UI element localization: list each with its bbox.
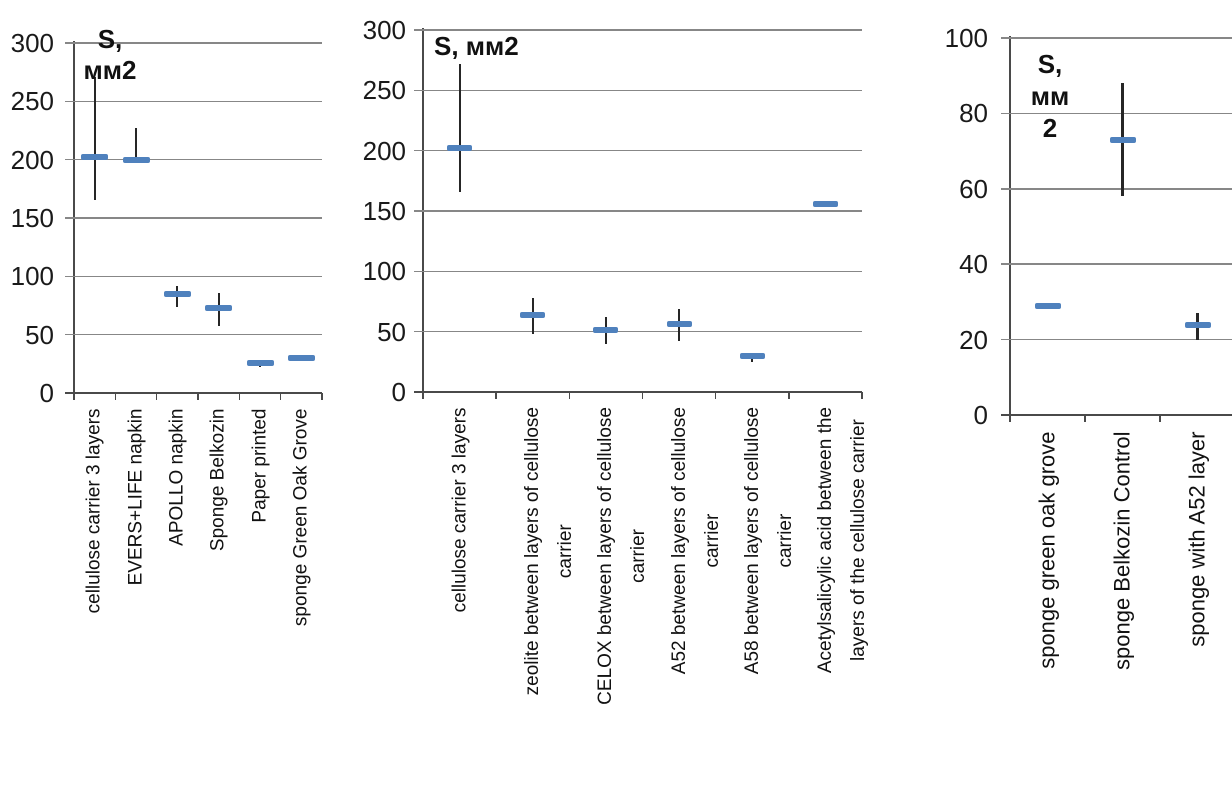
gridline — [414, 270, 862, 273]
y-tick-label: 100 — [10, 261, 54, 292]
gridline — [65, 158, 322, 161]
x-axis-tick — [568, 392, 571, 399]
x-axis-line — [1001, 414, 1232, 416]
x-axis-tick — [321, 393, 323, 400]
y-axis-line — [73, 41, 75, 400]
gridline — [1001, 263, 1232, 265]
chart-title: S, мм 2 — [1030, 49, 1070, 143]
y-tick-label: 0 — [39, 378, 54, 408]
data-marker — [1034, 302, 1061, 309]
category-label: sponge Belkozin Control — [1110, 431, 1136, 696]
y-tick-label: 20 — [959, 324, 988, 355]
y-tick-label: 100 — [362, 256, 406, 287]
y-tick-label: 250 — [362, 75, 406, 106]
gridline — [1001, 188, 1232, 190]
data-marker — [205, 304, 233, 311]
gridline — [65, 333, 322, 336]
x-axis-tick — [641, 392, 644, 399]
gridline — [1001, 338, 1232, 341]
category-label: sponge with A52 layer — [1185, 431, 1211, 696]
chart-title: S, мм2 — [83, 24, 137, 85]
error-bar — [93, 76, 96, 201]
y-tick-label: 300 — [10, 28, 54, 58]
y-tick-label: 250 — [10, 86, 54, 117]
x-axis-line — [65, 392, 322, 394]
x-axis-tick — [73, 393, 75, 400]
data-marker — [246, 359, 274, 366]
gridline — [1001, 37, 1232, 39]
y-tick-label: 50 — [377, 316, 406, 347]
x-axis-tick — [1009, 415, 1011, 422]
y-tick-label: 60 — [959, 173, 988, 204]
x-axis-tick — [155, 393, 158, 400]
category-label: sponge green oak grove — [1035, 431, 1061, 696]
data-marker — [520, 311, 546, 318]
data-marker — [593, 327, 619, 334]
data-marker — [287, 355, 315, 361]
gridline — [65, 275, 322, 278]
gridline — [65, 42, 322, 44]
y-tick-label: 0 — [391, 377, 406, 407]
gridline — [414, 89, 862, 92]
data-marker — [122, 156, 150, 163]
gridline — [414, 330, 862, 333]
x-axis-tick — [422, 392, 424, 399]
data-marker — [163, 290, 191, 297]
data-marker — [1184, 321, 1211, 328]
data-marker — [1109, 136, 1136, 143]
gridline — [414, 29, 862, 31]
error-bar — [458, 63, 461, 192]
y-tick-label: 150 — [10, 203, 54, 233]
error-bar — [135, 128, 137, 160]
y-tick-label: 80 — [959, 98, 988, 129]
x-axis-line — [414, 391, 862, 393]
x-axis-tick — [1159, 415, 1161, 422]
chart-title: S, мм2 — [434, 31, 519, 61]
y-tick-label: 40 — [959, 249, 988, 280]
x-axis-tick — [279, 393, 282, 400]
y-tick-label: 200 — [362, 135, 406, 166]
data-marker — [666, 321, 692, 328]
data-marker — [739, 352, 765, 359]
x-axis-tick — [788, 392, 790, 399]
data-marker — [447, 145, 473, 152]
y-axis-line — [1009, 36, 1011, 422]
x-axis-tick — [1084, 415, 1086, 422]
x-axis-tick — [861, 392, 863, 399]
y-axis-line — [422, 28, 424, 399]
gridline — [414, 149, 862, 152]
x-axis-tick — [238, 393, 241, 400]
gridline — [65, 100, 322, 103]
x-axis-tick — [714, 392, 717, 399]
y-tick-label: 100 — [944, 23, 988, 53]
y-tick-label: 0 — [973, 400, 988, 430]
gridline — [1001, 112, 1232, 115]
y-tick-label: 200 — [10, 144, 54, 175]
y-tick-label: 300 — [362, 15, 406, 45]
y-tick-label: 150 — [362, 196, 406, 226]
x-axis-tick — [114, 393, 117, 400]
gridline — [65, 217, 322, 219]
category-label-text: sponge with A52 layer — [1184, 431, 1210, 647]
category-label-text: sponge Belkozin Control — [1109, 431, 1135, 670]
data-marker — [81, 154, 109, 161]
category-label-text: sponge green oak grove — [1034, 431, 1060, 669]
y-tick-label: 50 — [25, 319, 54, 350]
x-axis-tick — [495, 392, 497, 399]
data-marker — [812, 200, 838, 207]
gridline — [414, 210, 862, 212]
x-axis-tick — [197, 393, 199, 400]
